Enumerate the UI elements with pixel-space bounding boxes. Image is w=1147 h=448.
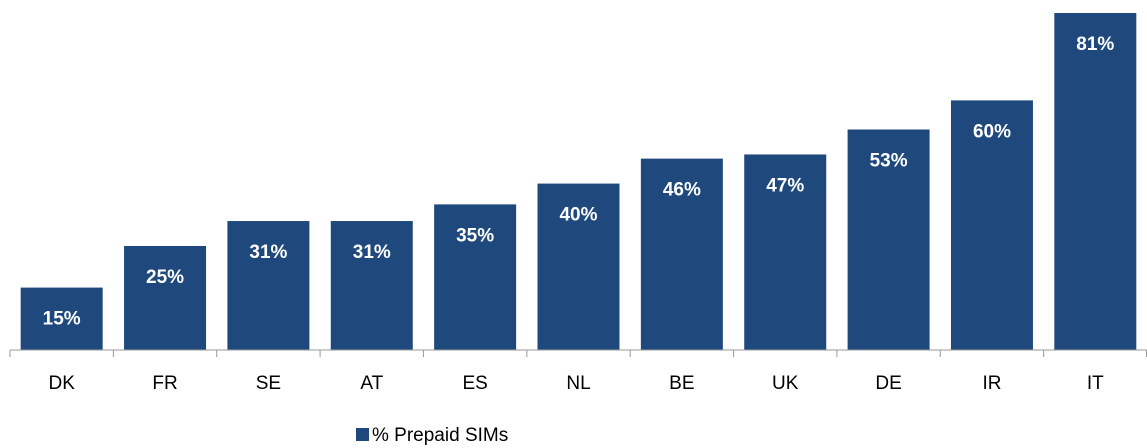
value-label: 47% [766, 175, 804, 196]
value-label: 15% [43, 309, 81, 330]
value-label: 35% [456, 225, 494, 246]
x-tick-label: NL [566, 373, 590, 394]
x-tick-label: AT [360, 373, 383, 394]
legend-swatch [356, 428, 369, 441]
x-tick-label: UK [772, 373, 799, 394]
bar [1054, 13, 1137, 350]
x-tick-label: FR [152, 373, 177, 394]
bar [744, 154, 827, 350]
x-tick-label: BE [669, 373, 694, 394]
x-tick-label: SE [256, 373, 281, 394]
bar [847, 129, 930, 350]
value-label: 53% [870, 151, 908, 172]
value-label: 81% [1076, 34, 1114, 55]
bar [330, 221, 413, 350]
value-label: 31% [249, 242, 287, 263]
bar [950, 100, 1033, 351]
bar [124, 245, 207, 350]
x-tick-label: DK [48, 373, 75, 394]
bar [640, 158, 723, 350]
bar [537, 183, 620, 350]
value-label: 60% [973, 121, 1011, 142]
legend-label: % Prepaid SIMs [372, 425, 508, 446]
value-label: 31% [353, 242, 391, 263]
value-label: 40% [559, 205, 597, 226]
x-tick-label: ES [462, 373, 487, 394]
bar [227, 221, 310, 350]
bar [20, 287, 103, 350]
bar [434, 204, 517, 350]
value-label: 46% [663, 180, 701, 201]
x-tick-label: DE [875, 373, 901, 394]
x-tick-label: IT [1087, 373, 1104, 394]
x-tick-label: IR [982, 373, 1001, 394]
value-label: 25% [146, 267, 184, 288]
